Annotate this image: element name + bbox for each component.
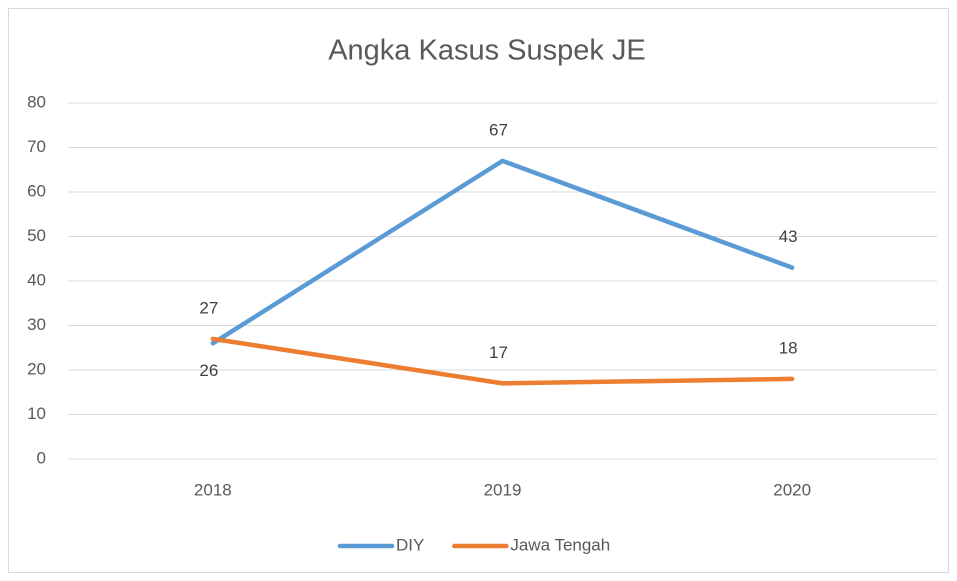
x-tick-label: 2020 bbox=[773, 480, 811, 499]
data-label: 67 bbox=[489, 120, 508, 139]
legend-label: DIY bbox=[396, 535, 424, 554]
y-tick-label: 20 bbox=[27, 359, 46, 378]
data-label: 18 bbox=[779, 338, 798, 357]
data-label: 27 bbox=[199, 298, 218, 317]
y-tick-label: 50 bbox=[27, 226, 46, 245]
y-tick-label: 80 bbox=[27, 92, 46, 111]
data-label: 43 bbox=[779, 227, 798, 246]
x-tick-label: 2019 bbox=[484, 480, 522, 499]
data-label: 17 bbox=[489, 343, 508, 362]
y-tick-label: 40 bbox=[27, 270, 46, 289]
chart-title: Angka Kasus Suspek JE bbox=[328, 35, 646, 67]
data-label: 26 bbox=[199, 361, 218, 380]
y-tick-label: 10 bbox=[27, 404, 46, 423]
legend-label: Jawa Tengah bbox=[510, 535, 610, 554]
x-tick-label: 2018 bbox=[194, 480, 232, 499]
series-line bbox=[210, 158, 795, 346]
y-tick-label: 70 bbox=[27, 137, 46, 156]
y-tick-label: 0 bbox=[37, 448, 46, 467]
series-line bbox=[210, 336, 795, 386]
y-tick-label: 30 bbox=[27, 315, 46, 334]
y-tick-label: 60 bbox=[27, 181, 46, 200]
